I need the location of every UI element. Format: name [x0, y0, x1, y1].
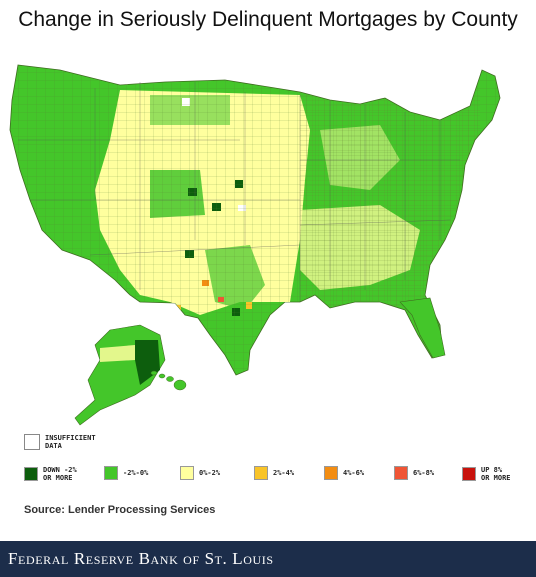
hawaii	[150, 370, 187, 391]
footer-bar: Federal Reserve Bank of St. Louis	[0, 541, 536, 577]
legend-swatch	[104, 466, 118, 480]
legend-item-down2: DOWN -2% OR MORE	[24, 466, 77, 482]
map-legend: INSUFFICIENT DATA DOWN -2% OR MORE -2%-0…	[0, 430, 536, 500]
legend-item-4-6: 4%-6%	[324, 466, 364, 480]
legend-swatch	[24, 467, 38, 481]
legend-item-2-4: 2%-4%	[254, 466, 294, 480]
legend-swatch	[324, 466, 338, 480]
legend-label: DOWN -2% OR MORE	[43, 466, 77, 482]
map-title: Change in Seriously Delinquent Mortgages…	[18, 8, 518, 31]
legend-label: 0%-2%	[199, 469, 221, 477]
source-note: Source: Lender Processing Services	[24, 504, 216, 516]
contiguous-us	[9, 64, 501, 376]
state-borders	[18, 82, 460, 302]
legend-swatch	[462, 467, 476, 481]
legend-label: 4%-6%	[343, 469, 365, 477]
legend-item-0-2: 0%-2%	[180, 466, 220, 480]
legend-insufficient: INSUFFICIENT DATA	[24, 434, 96, 450]
alaska	[74, 324, 166, 426]
legend-label: 2%-4%	[273, 469, 295, 477]
legend-item-6-8: 6%-8%	[394, 466, 434, 480]
legend-label: UP 8% OR MORE	[481, 466, 511, 482]
legend-item-minus2-0: -2%-0%	[104, 466, 148, 480]
florida	[399, 297, 446, 359]
us-county-map	[9, 64, 501, 426]
legend-label: 6%-8%	[413, 469, 435, 477]
legend-swatch-insufficient	[24, 434, 40, 450]
legend-item-up8: UP 8% OR MORE	[462, 466, 511, 482]
legend-label: -2%-0%	[123, 469, 149, 477]
legend-swatch	[394, 466, 408, 480]
legend-label-insufficient: INSUFFICIENT DATA	[45, 434, 96, 450]
footer-brand: Federal Reserve Bank of St. Louis	[8, 549, 274, 568]
legend-swatch	[254, 466, 268, 480]
legend-swatch	[180, 466, 194, 480]
